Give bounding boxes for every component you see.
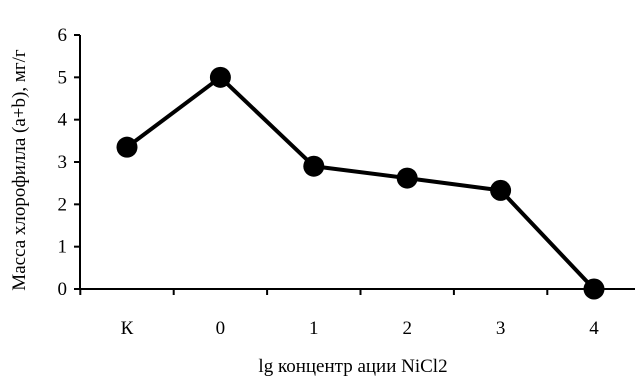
y-tick-label: 6: [58, 25, 68, 46]
x-tick-label: 0: [216, 318, 226, 339]
y-axis-title: Масса хлорофилла (a+b), мг/г: [9, 49, 30, 291]
data-point: [116, 136, 138, 158]
data-point: [396, 167, 418, 189]
y-tick-label: 3: [58, 152, 68, 173]
series-line-group: [116, 66, 605, 300]
x-tick-label: 3: [496, 318, 506, 339]
y-axis: 0 1 2 3 4 5 6: [58, 25, 81, 300]
y-tick-label: 4: [58, 110, 68, 131]
y-tick-label: 5: [58, 67, 68, 88]
x-axis-title: lg концентр ации NiCl2: [258, 356, 447, 377]
data-point: [583, 278, 605, 300]
y-tick-label: 0: [58, 279, 68, 300]
series-line: [125, 75, 596, 291]
y-tick-label: 2: [58, 194, 68, 215]
x-tick-label: 4: [589, 318, 599, 339]
data-point: [303, 155, 325, 177]
x-tick-label: 2: [402, 318, 412, 339]
x-tick-label: К: [121, 318, 134, 339]
x-axis: К 0 1 2 3 4: [79, 288, 635, 339]
x-tick-label: 1: [309, 318, 319, 339]
data-point: [209, 66, 231, 88]
data-point: [490, 179, 512, 201]
y-tick-label: 1: [58, 237, 68, 258]
